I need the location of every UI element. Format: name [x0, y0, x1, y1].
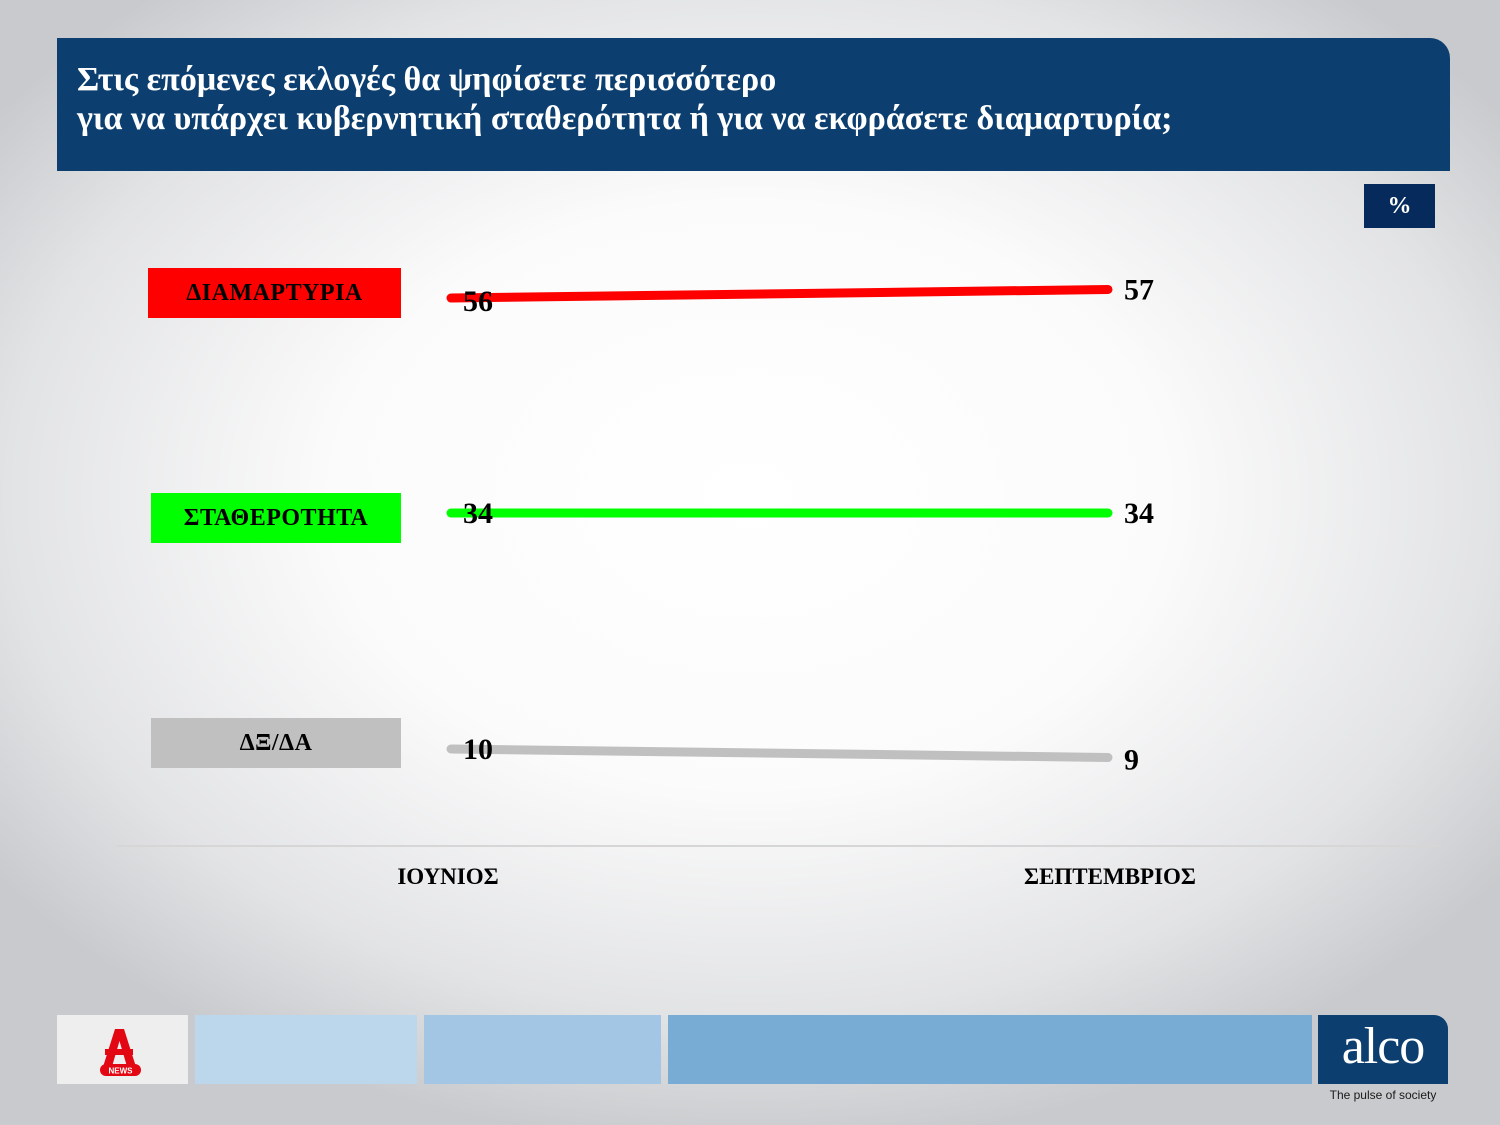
footer-strip-1: [195, 1015, 417, 1084]
title-banner: Στις επόμενες εκλογές θα ψηφίσετε περισσ…: [57, 38, 1450, 171]
footer-strip-2: [424, 1015, 661, 1084]
alco-logo-word: alco: [1341, 1017, 1426, 1075]
legend-entry-diamartyria: ΔΙΑΜΑΡΤΥΡΙΑ: [148, 268, 401, 318]
legend-entry-statherotita: ΣΤΑΘΕΡΟΤΗΤΑ: [151, 493, 401, 543]
x-tick-label-septemvrios: ΣΕΠΤΕΜΒΡΙΟΣ: [1024, 864, 1196, 889]
footer-strip-3: [668, 1015, 1312, 1084]
alpha-news-label: NEWS: [109, 1067, 134, 1076]
data-label-diamartyria-0: 56: [463, 285, 493, 318]
alpha-logo-icon: NEWS: [100, 1029, 141, 1076]
x-tick-label-iounios: ΙΟΥΝΙΟΣ: [397, 864, 498, 889]
data-label-dxda-0: 10: [463, 733, 493, 766]
legend-entry-dxda: ΔΞ/ΔΑ: [151, 718, 401, 768]
chart-title-line-1: Στις επόμενες εκλογές θα ψηφίσετε περισσ…: [77, 61, 777, 98]
data-label-dxda-1: 9: [1124, 744, 1139, 777]
alco-logo: alco: [1318, 1015, 1448, 1084]
chart-title-line-2: για να υπάρχει κυβερνητική σταθερότητα ή…: [77, 100, 1173, 137]
alco-tagline: The pulse of society: [1329, 1088, 1437, 1102]
alpha-news-logo: NEWS: [57, 1015, 188, 1084]
unit-badge: %: [1364, 184, 1435, 228]
data-label-statherotita-0: 34: [463, 497, 493, 530]
series-line-dxda: [446, 744, 1113, 762]
series-line-diamartyria: [446, 285, 1113, 303]
data-label-statherotita-1: 34: [1124, 497, 1154, 530]
data-label-diamartyria-1: 57: [1124, 274, 1154, 307]
